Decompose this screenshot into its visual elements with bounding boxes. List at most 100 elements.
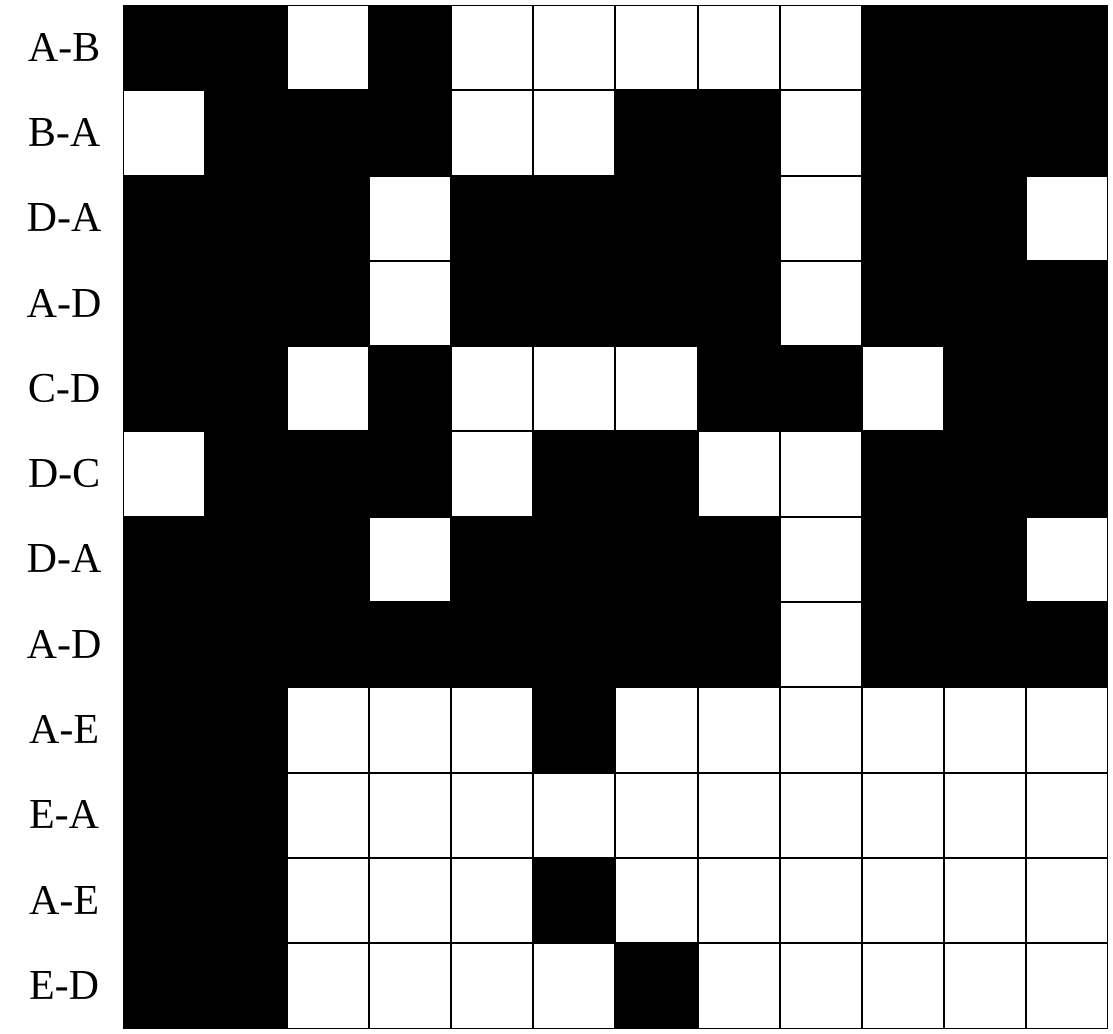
heatmap-cell — [451, 431, 533, 516]
row-label: D-A — [5, 535, 123, 583]
row-label: A-B — [5, 24, 123, 72]
heatmap-cell — [862, 5, 944, 90]
heatmap-cell — [615, 431, 697, 516]
heatmap-cell — [287, 687, 369, 772]
heatmap-cell — [533, 517, 615, 602]
heatmap-cell — [780, 517, 862, 602]
heatmap-cell — [698, 346, 780, 431]
heatmap-row: D-A — [5, 517, 1108, 602]
heatmap-cell — [369, 602, 451, 687]
heatmap-cell — [369, 5, 451, 90]
heatmap-cell — [533, 602, 615, 687]
heatmap-cell — [123, 517, 205, 602]
heatmap-cell — [1026, 346, 1108, 431]
heatmap-cell — [369, 261, 451, 346]
heatmap-cell — [698, 943, 780, 1028]
heatmap-cell — [369, 431, 451, 516]
heatmap-cell — [862, 176, 944, 261]
heatmap-cell — [123, 687, 205, 772]
heatmap-cell — [615, 687, 697, 772]
heatmap-cell — [1026, 261, 1108, 346]
heatmap-cell — [451, 687, 533, 772]
heatmap-cell — [862, 346, 944, 431]
heatmap-cell — [287, 431, 369, 516]
heatmap-cell — [287, 5, 369, 90]
heatmap-cell — [944, 943, 1026, 1028]
heatmap-cell — [451, 90, 533, 175]
heatmap-cell — [698, 176, 780, 261]
heatmap-cell — [451, 5, 533, 90]
cells-container — [123, 858, 1108, 943]
heatmap-cell — [123, 90, 205, 175]
heatmap-cell — [123, 602, 205, 687]
heatmap-cell — [698, 431, 780, 516]
heatmap-cell — [205, 176, 287, 261]
heatmap-cell — [451, 943, 533, 1028]
heatmap-cell — [862, 517, 944, 602]
heatmap-cell — [205, 261, 287, 346]
heatmap-cell — [533, 773, 615, 858]
heatmap-cell — [369, 943, 451, 1028]
heatmap-cell — [944, 687, 1026, 772]
heatmap-cell — [205, 517, 287, 602]
heatmap-cell — [780, 5, 862, 90]
heatmap-cell — [205, 943, 287, 1028]
cells-container — [123, 431, 1108, 516]
heatmap-cell — [205, 5, 287, 90]
heatmap-cell — [615, 90, 697, 175]
row-label: C-D — [5, 365, 123, 413]
cells-container — [123, 176, 1108, 261]
heatmap-cell — [944, 261, 1026, 346]
heatmap-cell — [944, 602, 1026, 687]
row-label: A-E — [5, 706, 123, 754]
heatmap-cell — [615, 261, 697, 346]
row-label: E-A — [5, 791, 123, 839]
heatmap-cell — [1026, 602, 1108, 687]
heatmap-cell — [123, 431, 205, 516]
cells-container — [123, 943, 1108, 1028]
heatmap-cell — [698, 602, 780, 687]
heatmap-row: A-D — [5, 261, 1108, 346]
heatmap-cell — [1026, 90, 1108, 175]
cells-container — [123, 687, 1108, 772]
heatmap-cell — [698, 261, 780, 346]
heatmap-cell — [780, 858, 862, 943]
heatmap-cell — [451, 602, 533, 687]
heatmap-cell — [944, 176, 1026, 261]
heatmap-cell — [698, 90, 780, 175]
heatmap-cell — [944, 431, 1026, 516]
heatmap-cell — [862, 943, 944, 1028]
heatmap-cell — [1026, 176, 1108, 261]
row-label: A-D — [5, 621, 123, 669]
cells-container — [123, 602, 1108, 687]
heatmap-cell — [287, 858, 369, 943]
heatmap-cell — [862, 431, 944, 516]
heatmap-cell — [615, 517, 697, 602]
cells-container — [123, 346, 1108, 431]
heatmap-cell — [287, 176, 369, 261]
heatmap-cell — [698, 5, 780, 90]
heatmap-cell — [615, 602, 697, 687]
row-label: B-A — [5, 109, 123, 157]
heatmap-cell — [1026, 5, 1108, 90]
heatmap-row: A-D — [5, 602, 1108, 687]
heatmap-cell — [944, 90, 1026, 175]
heatmap-cell — [451, 773, 533, 858]
heatmap-cell — [123, 773, 205, 858]
heatmap-cell — [533, 90, 615, 175]
heatmap-row: C-D — [5, 346, 1108, 431]
heatmap-cell — [780, 602, 862, 687]
heatmap-cell — [451, 346, 533, 431]
heatmap-cell — [780, 687, 862, 772]
heatmap-cell — [780, 943, 862, 1028]
heatmap-cell — [369, 858, 451, 943]
heatmap-cell — [533, 346, 615, 431]
heatmap-cell — [369, 90, 451, 175]
heatmap-cell — [287, 261, 369, 346]
heatmap-row: A-E — [5, 687, 1108, 772]
heatmap-cell — [1026, 517, 1108, 602]
cells-container — [123, 5, 1108, 90]
heatmap-cell — [533, 943, 615, 1028]
heatmap-cell — [698, 858, 780, 943]
heatmap-cell — [451, 176, 533, 261]
